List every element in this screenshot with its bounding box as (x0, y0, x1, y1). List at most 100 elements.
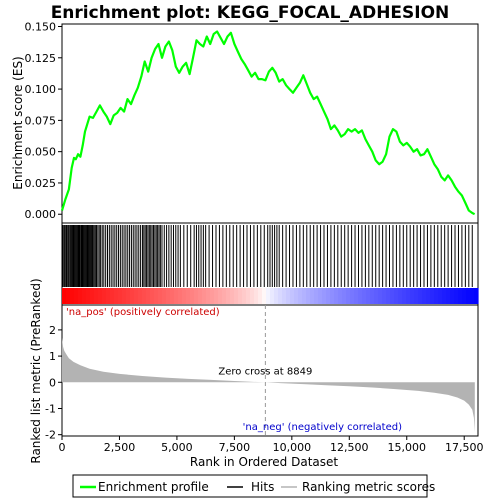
rank-x-tick-label: 7,500 (219, 441, 251, 454)
gradient-segment (302, 288, 307, 304)
gradient-segment (446, 288, 451, 304)
gradient-segment (126, 288, 131, 304)
gradient-segment (270, 288, 275, 304)
gradient-segment (314, 288, 319, 304)
hits-layer (62, 225, 473, 287)
zero-cross-label: Zero cross at 8849 (218, 366, 312, 377)
gradient-segment (398, 288, 403, 304)
gradient-segment (210, 288, 215, 304)
gradient-segment (250, 288, 255, 304)
gradient-segment (106, 288, 111, 304)
gradient-segment (310, 288, 315, 304)
gradient-segment (222, 288, 227, 304)
es-y-axis: 0.000 0.025 0.050 0.075 0.100 0.125 0.150 (25, 21, 62, 221)
gradient-segment (458, 288, 463, 304)
ranking-metric-area (62, 337, 475, 433)
gradient-segment (426, 288, 431, 304)
gradient-segment (74, 288, 79, 304)
gradient-segment (94, 288, 99, 304)
gradient-segment (82, 288, 87, 304)
gradient-segment (298, 288, 303, 304)
gradient-segment (122, 288, 127, 304)
gradient-segment (118, 288, 123, 304)
gradient-segment (334, 288, 339, 304)
gradient-segment (98, 288, 103, 304)
rank-x-tick-label: 15,000 (388, 441, 427, 454)
rank-y-tick-label: 2 (49, 324, 56, 337)
rank-x-tick-label: 17,500 (445, 441, 484, 454)
gradient-segment (162, 288, 167, 304)
gradient-segment (410, 288, 415, 304)
gradient-segment (414, 288, 419, 304)
gradient-segment (402, 288, 407, 304)
rank-y-tick-label: 1 (49, 350, 56, 363)
gradient-segment (218, 288, 223, 304)
gradient-segment (266, 288, 271, 304)
gradient-segment (362, 288, 367, 304)
gradient-segment (462, 288, 467, 304)
gradient-segment (138, 288, 143, 304)
gradient-segment (322, 288, 327, 304)
gradient-segment (450, 288, 455, 304)
gradient-segment (430, 288, 435, 304)
rank-y-tick-label: -2 (45, 429, 56, 442)
gradient-segment (454, 288, 459, 304)
chart-title: Enrichment plot: KEGG_FOCAL_ADHESION (51, 3, 450, 23)
es-line-layer (60, 30, 476, 216)
gradient-segment (70, 288, 75, 304)
gradient-segment (142, 288, 147, 304)
es-y-tick-label: 0.125 (25, 52, 57, 65)
gradient-segment (102, 288, 107, 304)
gradient-segment (350, 288, 355, 304)
es-plot-frame (61, 23, 479, 224)
es-y-tick-label: 0.075 (25, 114, 57, 127)
rank-y-axis: -2 -1 0 1 2 (45, 324, 62, 442)
rank-y-label: Ranked list metric (PreRanked) (29, 278, 43, 463)
gradient-segment (78, 288, 83, 304)
gradient-segment (290, 288, 295, 304)
rank-metric-area (62, 337, 475, 433)
gradient-segment (226, 288, 231, 304)
rank-x-label: Rank in Ordered Dataset (190, 455, 338, 469)
gradient-segment (474, 288, 479, 304)
gradient-segment (318, 288, 323, 304)
gradient-segment (262, 288, 267, 304)
gradient-segment (110, 288, 115, 304)
gradient-segment (150, 288, 155, 304)
gradient-segment (422, 288, 427, 304)
gradient-segment (366, 288, 371, 304)
gradient-segment (374, 288, 379, 304)
rank-y-tick-label: 0 (49, 376, 56, 389)
gradient-segment (378, 288, 383, 304)
gradient-segment (294, 288, 299, 304)
gradient-segment (382, 288, 387, 304)
gradient-segment (438, 288, 443, 304)
es-y-tick-label: 0.025 (25, 177, 57, 190)
es-y-tick-label: 0.000 (25, 208, 57, 221)
gradient-segment (202, 288, 207, 304)
gradient-segment (130, 288, 135, 304)
gradient-segment (86, 288, 91, 304)
gradient-segment (418, 288, 423, 304)
rank-x-axis: 0 2,500 5,000 7,500 10,000 12,500 15,000 17,500 (59, 436, 484, 454)
gradient-segment (206, 288, 211, 304)
gradient-segment (238, 288, 243, 304)
legend-box (72, 474, 428, 498)
rank-x-tick-label: 12,500 (330, 441, 369, 454)
positive-correlation-label: 'na_pos' (positively correlated) (66, 307, 220, 318)
gradient-segment (198, 288, 203, 304)
es-y-label: Enrichment score (ES) (11, 56, 25, 189)
gradient-segment (62, 288, 67, 304)
es-y-tick-label: 0.100 (25, 83, 57, 96)
gradient-segment (158, 288, 163, 304)
gradient-segment (386, 288, 391, 304)
legend: Enrichment profile Hits Ranking metric s… (72, 474, 435, 498)
es-panel: 0.000 0.025 0.050 0.075 0.100 0.125 0.150 Enri… (11, 21, 479, 224)
rank-x-tick-label: 10,000 (273, 441, 312, 454)
gradient-segment (90, 288, 95, 304)
gradient-segment (354, 288, 359, 304)
gradient-segment (190, 288, 195, 304)
gradient-segment (114, 288, 119, 304)
gradient-segment (306, 288, 311, 304)
